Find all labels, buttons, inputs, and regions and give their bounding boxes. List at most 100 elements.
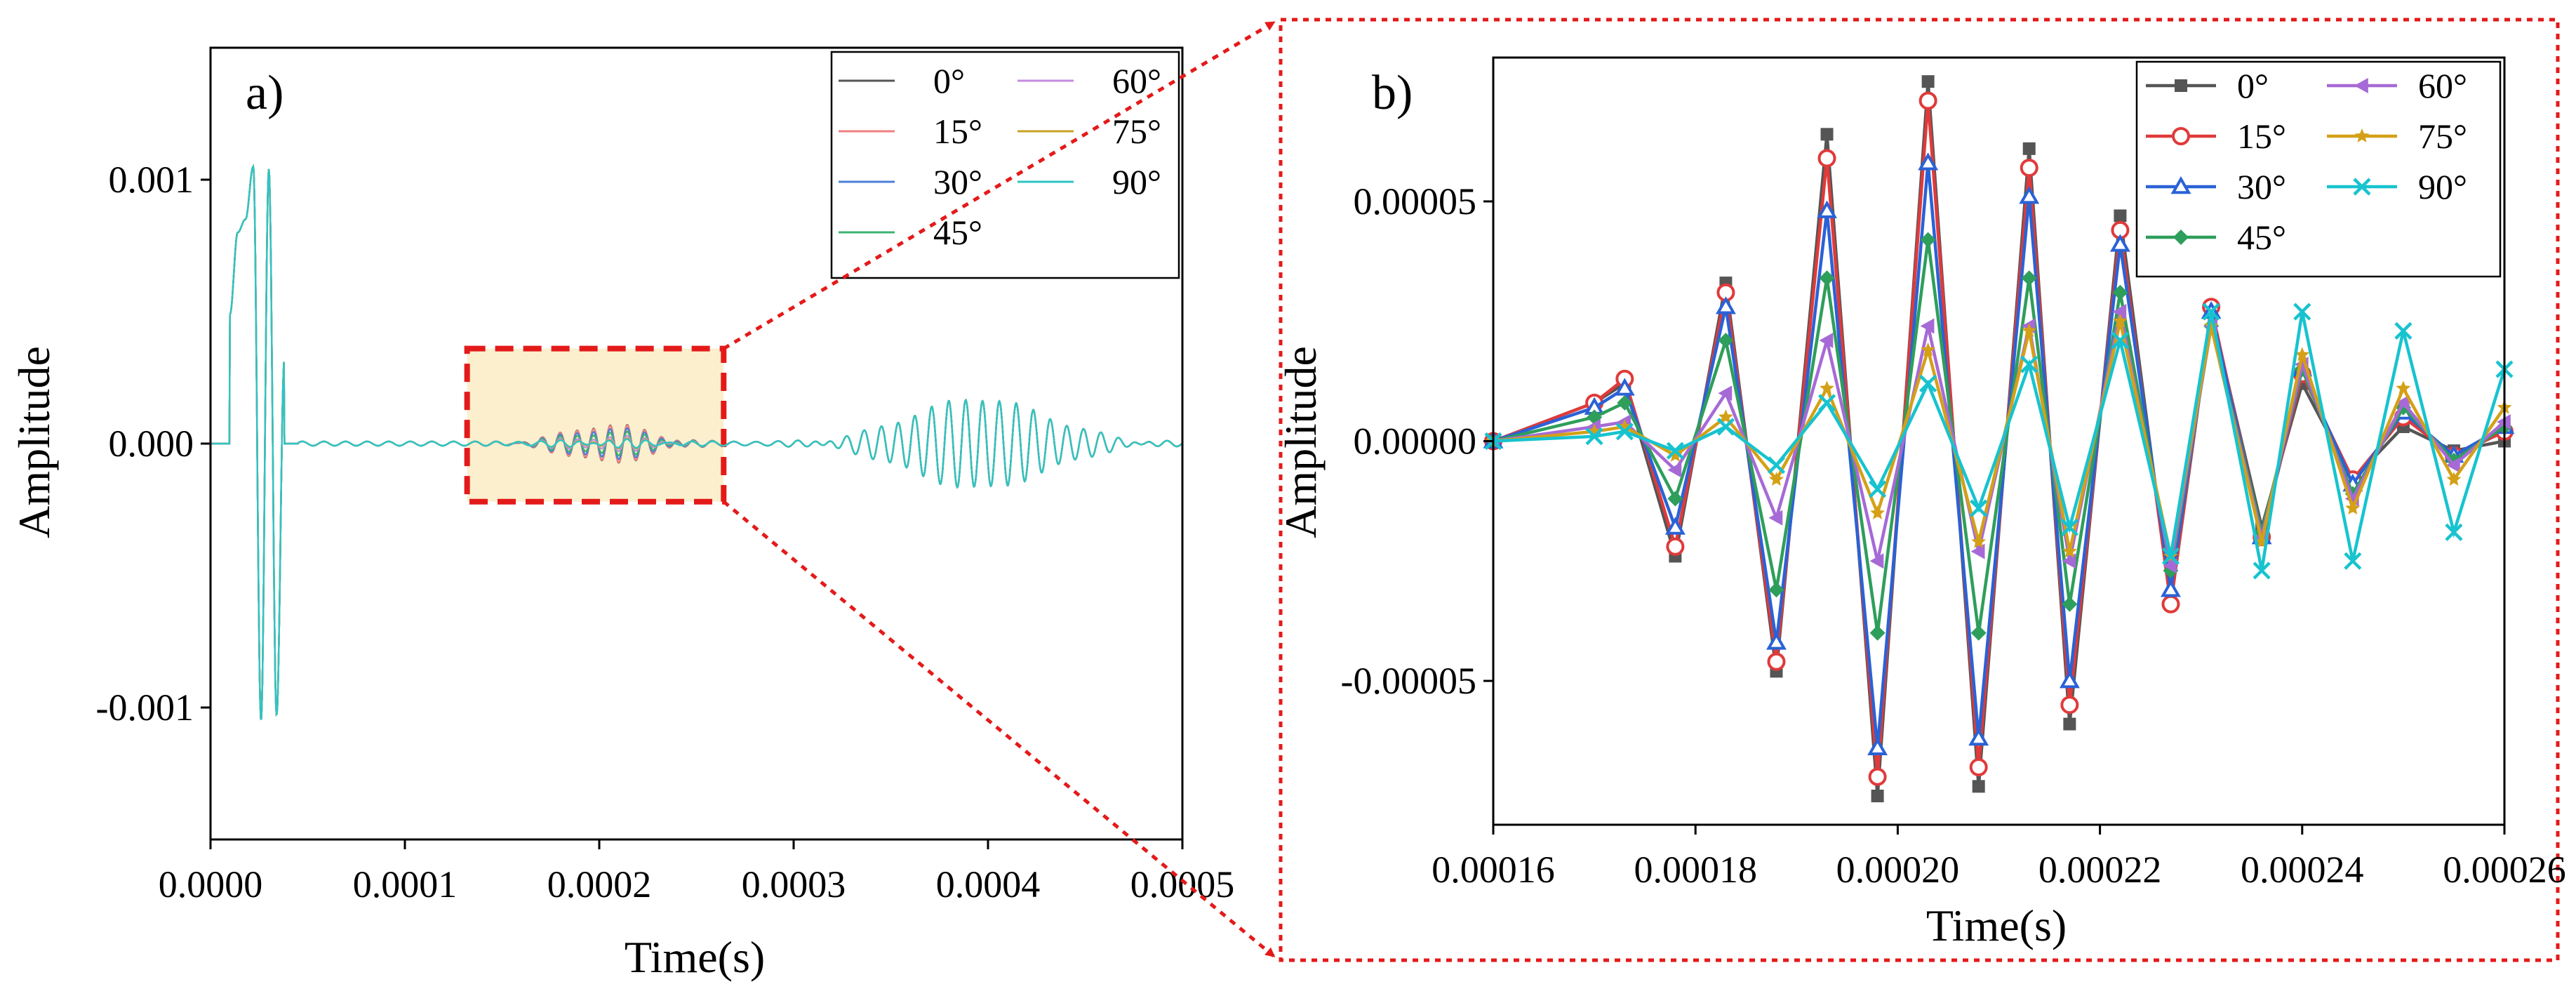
panel-a-label: a) [246, 66, 283, 120]
panel-b-point [1666, 537, 1685, 556]
panel-b-xtick-label: 0.00018 [1634, 849, 1757, 891]
panel-b-legend-label: 75° [2418, 117, 2467, 156]
panel-a-plot-area: 0.0000 0.0001 0.0002 0.0003 0.0004 0.0005 -0.0… [96, 46, 1235, 905]
panel-a-ytick-label: 0.001 [109, 159, 194, 201]
panel-a-legend-label: 0° [933, 61, 965, 100]
panel-b-point [1968, 728, 1989, 746]
panel-b-point [2445, 523, 2463, 541]
panel-a-legend-label: 60° [1112, 61, 1161, 100]
panel-a-ytick-label: 0.000 [109, 423, 194, 465]
panel-b-point [2395, 394, 2410, 411]
panel-a-legend: 0°15°30°45°60°75°90° [830, 51, 1180, 279]
panel-b-label: b) [1372, 66, 1413, 120]
panel-b-legend-marker [2170, 175, 2191, 194]
panel-b-point [1969, 758, 1988, 777]
panel-b-point [1666, 441, 1684, 460]
panel-a-xtick-label: 0.0005 [1130, 863, 1235, 905]
zoom-arrow-bottom [722, 500, 1276, 957]
panel-b-point [1719, 409, 1733, 424]
panel-a-ylabel: Amplitude [9, 346, 59, 538]
panel-b-point [2161, 579, 2181, 597]
panel-a-series-6 [211, 164, 1183, 720]
panel-b-point [1819, 270, 1835, 286]
panel-b: b) 0.00016 0.00018 0.00020 0.00022 0.00024 0.… [1276, 18, 2566, 962]
panel-b-xtick-label: 0.00016 [1432, 849, 1555, 891]
panel-b-legend-marker [2353, 178, 2371, 196]
panel-b-point [2060, 696, 2079, 715]
panel-b-legend-marker [2354, 78, 2368, 93]
panel-b-point [2161, 595, 2180, 613]
panel-b-point [1871, 790, 1884, 803]
panel-b-point [1820, 380, 1834, 395]
panel-b-legend-marker [2354, 128, 2370, 142]
panel-b-legend-label: 30° [2237, 167, 2286, 206]
panel-b-point [1817, 200, 1837, 218]
panel-a-xtick-label: 0.0002 [547, 863, 652, 905]
panel-b-point [2111, 331, 2130, 350]
panel-b-xtick-label: 0.00026 [2443, 849, 2566, 891]
panel-b-point [1667, 448, 1683, 462]
panel-b-point [1868, 480, 1887, 498]
panel-b-point [1868, 767, 1887, 786]
panel-a-legend-label: 90° [1112, 162, 1161, 201]
panel-b-point [2109, 234, 2130, 252]
panel-a-legend-label: 15° [933, 112, 982, 151]
panel-b-point [1718, 385, 1733, 401]
panel-b-point [1817, 394, 1836, 412]
panel-b-legend-label: 90° [2418, 167, 2467, 206]
panel-b-point [2063, 717, 2076, 731]
panel-b-point [1820, 128, 1834, 141]
panel-b-point [1921, 342, 1936, 357]
panel-b-point [2021, 270, 2037, 286]
panel-b-legend-label: 0° [2237, 66, 2269, 105]
panel-b-point [1918, 152, 1939, 171]
panel-b-xtick-label: 0.00020 [1836, 849, 1960, 891]
panel-b-point [2345, 500, 2361, 514]
panel-b-legend-label: 45° [2237, 218, 2286, 257]
panel-b-point [2394, 321, 2413, 340]
panel-b-point [1972, 780, 1985, 793]
panel-b-point [1585, 427, 1603, 446]
panel-b-point [1716, 418, 1735, 436]
panel-a-xtick-label: 0.0001 [353, 863, 458, 905]
panel-b-point [1819, 333, 1834, 349]
panel-b-point [1920, 232, 1936, 248]
panel-b-point [2060, 518, 2078, 537]
panel-b-plot-area: 0.00016 0.00018 0.00020 0.00022 0.00024 0.000… [1341, 56, 2566, 891]
panel-b-series-3 [1493, 239, 2506, 634]
panel-b-legend: 0° 15° 30° 45° 60° 75° 90° [2135, 60, 2502, 278]
panel-b-point [2396, 380, 2411, 395]
panel-a-xtick-label: 0.0000 [159, 863, 263, 905]
panel-b-point [1921, 75, 1935, 88]
panel-b-point [1614, 378, 1635, 396]
panel-b-point [2059, 670, 2080, 689]
panel-b-point [2114, 209, 2127, 223]
panel-b-point [2445, 457, 2460, 473]
panel-b-point [2446, 472, 2462, 486]
panel-b-point [2022, 323, 2037, 338]
panel-b-legend-marker [2175, 79, 2187, 92]
panel-b-point [2062, 543, 2077, 558]
panel-b-point [1769, 472, 1784, 486]
panel-b-point [1867, 737, 1888, 755]
panel-b-point [1767, 456, 1786, 474]
panel-b-point [1971, 534, 1987, 548]
panel-b-legend-label: 60° [2418, 66, 2467, 105]
panel-b-xtick-label: 0.00024 [2241, 849, 2364, 891]
panel-b-point [2022, 142, 2036, 155]
panel-b-legend-box [2135, 60, 2502, 278]
panel-b-point [2161, 547, 2180, 566]
zoom-highlight-box [464, 345, 727, 505]
panel-b-point [1970, 499, 1988, 517]
panel-b-point [1768, 582, 1784, 598]
panel-b-point [1715, 296, 1736, 314]
panel-b-point [2112, 284, 2128, 300]
zoom-connectors [722, 20, 1276, 957]
panel-b-point [2020, 355, 2038, 373]
panel-b-point [2062, 596, 2078, 612]
panel-b-point [2295, 347, 2310, 361]
panel-a-xtick-label: 0.0003 [742, 863, 846, 905]
panel-a-xtick-label: 0.0004 [936, 863, 1041, 905]
panel-b-point [1667, 491, 1683, 507]
panel-a-legend-label: 75° [1112, 112, 1161, 151]
